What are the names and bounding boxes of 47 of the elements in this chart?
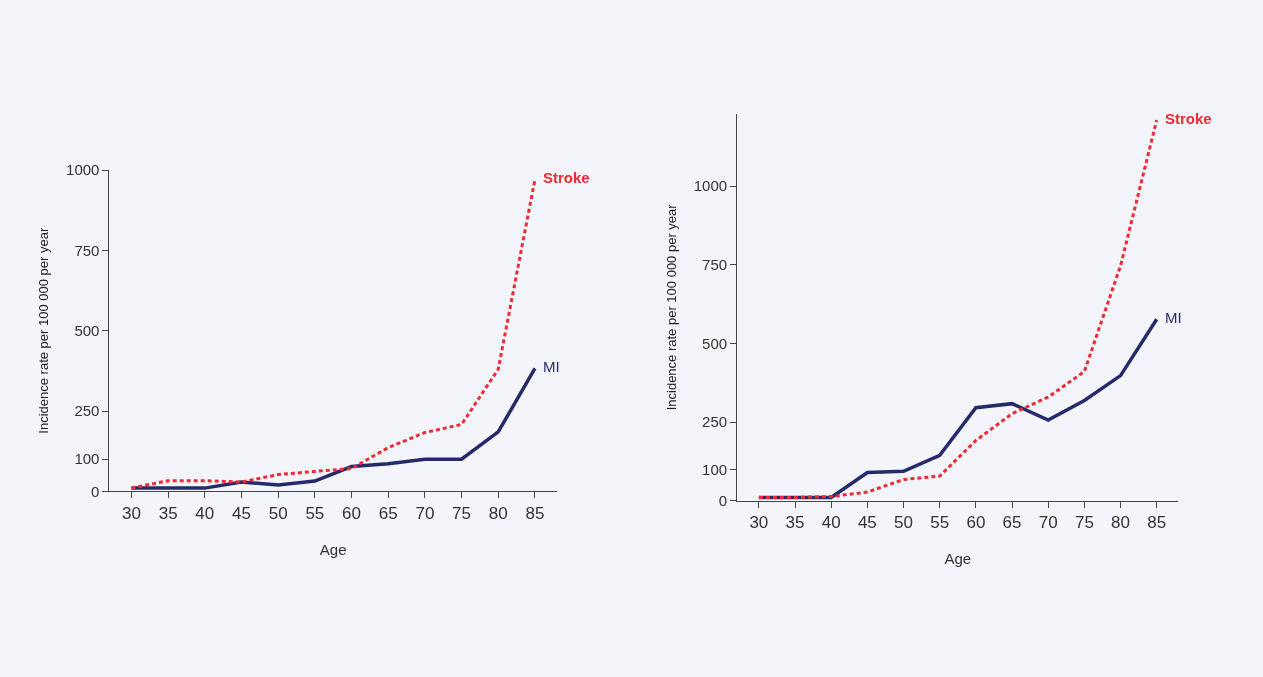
series-label: Stroke [1165, 110, 1212, 127]
x-axis-title: Age [319, 540, 347, 558]
series-label: MI [1165, 309, 1182, 326]
series-label: MI [543, 358, 560, 375]
y-tick-label: 250 [74, 402, 100, 420]
x-tick-label: 35 [785, 513, 805, 533]
line-series [129, 366, 537, 490]
y-tick-label: 500 [74, 321, 100, 339]
x-tick-label: 35 [158, 503, 178, 523]
x-tick-label: 70 [1038, 513, 1058, 533]
x-tick-label: 65 [378, 503, 398, 523]
y-tick-label: 0 [718, 492, 728, 510]
y-tick-label: 1000 [693, 177, 728, 195]
x-tick-label: 30 [749, 513, 769, 533]
y-tick-label: 750 [74, 241, 100, 259]
series-label: Stroke [543, 169, 590, 186]
line-series [129, 178, 537, 490]
x-tick-label: 30 [121, 503, 141, 523]
y-tick-label: 750 [702, 256, 728, 274]
x-axis-title: Age [944, 550, 972, 568]
x-tick-label: 60 [966, 513, 986, 533]
x-tick-label: 45 [232, 503, 251, 523]
y-tick-label: 1000 [66, 161, 100, 179]
x-tick-label: 65 [1002, 513, 1022, 533]
x-tick-label: 70 [415, 503, 435, 523]
y-axis-title: Incidence rate per 100 000 per year [663, 203, 679, 411]
y-tick-label: 100 [74, 450, 100, 468]
x-tick-label: 50 [268, 503, 288, 523]
x-tick-label: 85 [1147, 513, 1167, 533]
x-tick-label: 55 [305, 503, 325, 523]
y-tick-label: 100 [702, 460, 728, 478]
y-tick-label: 0 [91, 482, 100, 500]
x-tick-label: 40 [821, 513, 841, 533]
x-tick-label: 55 [930, 513, 950, 533]
x-tick-label: 85 [525, 503, 545, 523]
y-tick-label: 500 [702, 334, 728, 352]
x-tick-label: 50 [894, 513, 913, 533]
x-tick-label: 80 [488, 503, 508, 523]
x-tick-label: 80 [1111, 513, 1131, 533]
x-tick-label: 60 [342, 503, 361, 523]
x-tick-label: 40 [195, 503, 215, 523]
x-tick-label: 75 [1074, 513, 1094, 533]
x-tick-label: 75 [452, 503, 472, 523]
y-axis-title: Incidence rate per 100 000 per year [36, 227, 52, 434]
x-tick-label: 45 [857, 513, 877, 533]
line-series [757, 118, 1159, 499]
y-tick-label: 250 [702, 413, 728, 431]
